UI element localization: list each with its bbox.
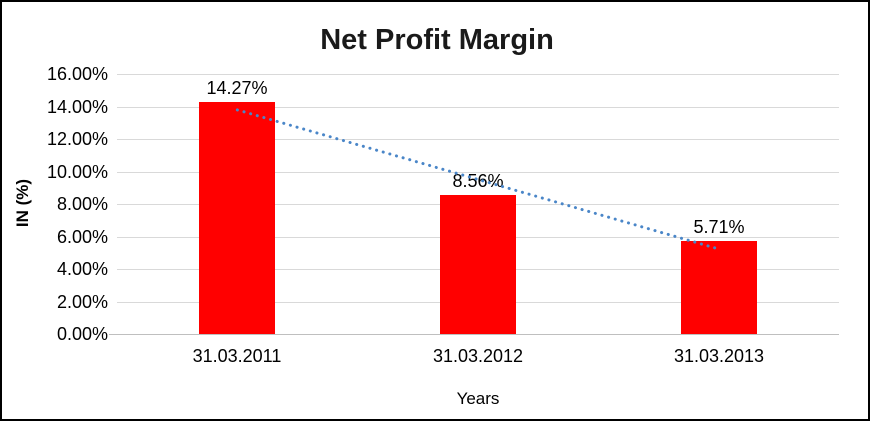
bar <box>681 241 757 334</box>
y-tick-label: 10.00% <box>46 162 108 182</box>
gridline <box>117 139 839 140</box>
y-tick-label: 6.00% <box>56 227 108 247</box>
gridline <box>117 74 839 75</box>
chart-title: Net Profit Margin <box>320 24 554 56</box>
x-tick-label: 31.03.2012 <box>432 346 524 366</box>
y-tick-label: 4.00% <box>56 259 108 279</box>
y-tick-label: 14.00% <box>46 97 108 117</box>
y-tick-label: 12.00% <box>46 129 108 149</box>
x-axis-title: Years <box>456 389 500 408</box>
data-label: 14.27% <box>206 78 268 98</box>
x-tick-label: 31.03.2013 <box>673 346 765 366</box>
data-label: 5.71% <box>693 217 745 237</box>
y-tick-label: 8.00% <box>56 194 108 214</box>
x-tick-label: 31.03.2011 <box>192 346 282 366</box>
x-axis-baseline <box>109 334 839 335</box>
bar <box>199 102 275 334</box>
bar <box>440 195 516 334</box>
y-tick-label: 0.00% <box>56 324 108 344</box>
y-tick-label: 16.00% <box>46 64 108 84</box>
gridline <box>117 172 839 173</box>
gridline <box>117 107 839 108</box>
data-label: 8.56% <box>452 171 504 191</box>
y-tick-label: 2.00% <box>56 292 108 312</box>
